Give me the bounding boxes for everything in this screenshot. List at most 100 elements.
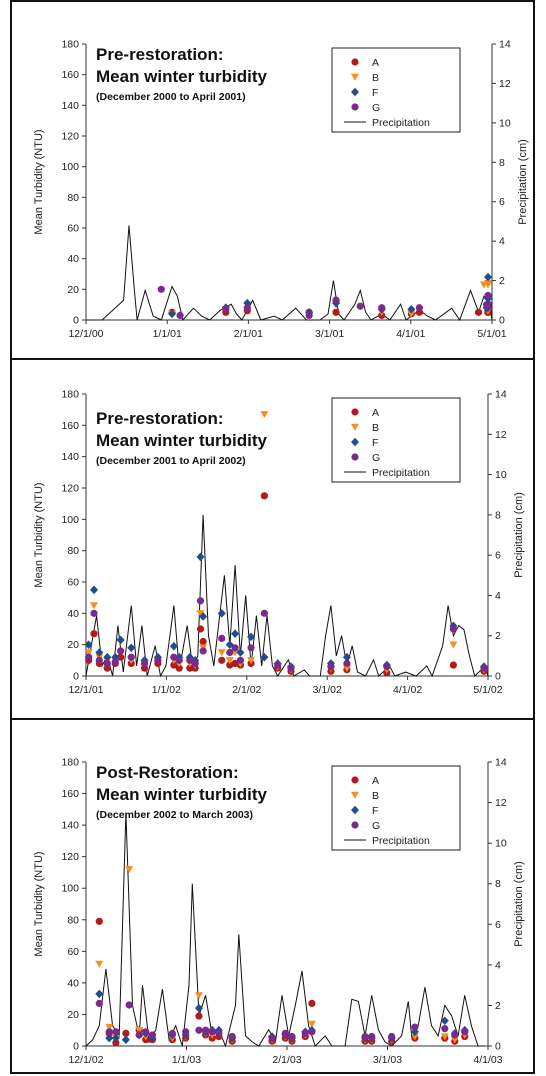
precipitation-line xyxy=(86,225,493,322)
y2-tick-label: 12 xyxy=(495,429,507,441)
point-G xyxy=(170,653,178,661)
point-F xyxy=(247,632,256,642)
legend-swatch-B xyxy=(351,423,359,431)
point-G xyxy=(90,609,98,617)
point-A xyxy=(260,492,268,500)
point-G xyxy=(135,1031,143,1039)
point-A xyxy=(449,661,457,669)
y-tick-label: 40 xyxy=(67,253,79,265)
chart-date-range: (December 2001 to April 2002) xyxy=(96,455,246,467)
legend-swatch-B xyxy=(351,73,359,81)
series-A xyxy=(85,492,488,677)
legend-label: B xyxy=(372,72,379,84)
point-F xyxy=(127,643,136,653)
y-tick-label: 100 xyxy=(61,161,79,173)
point-B xyxy=(307,1020,316,1028)
y-tick-label: 80 xyxy=(67,545,79,557)
y-tick-label: 180 xyxy=(61,39,79,51)
point-B xyxy=(407,310,416,318)
point-B xyxy=(196,610,205,618)
x-tick-label: 4/1/03 xyxy=(473,1054,502,1066)
point-A xyxy=(474,308,483,316)
x-tick-label: 5/1/01 xyxy=(477,328,506,340)
y2-tick-label: 0 xyxy=(495,1041,501,1053)
chart-panel-2000-2001: 0 20 40 60 80 100 120 140 160 180 0 2 4 6 8 10 12 14 12/1/… xyxy=(10,0,535,362)
chart-panel-2001-2002: 0 20 40 60 80 100 120 140 160 180 0 2 4 6 8 10 12 14 12/1/… xyxy=(10,358,535,722)
y-tick-label: 100 xyxy=(61,883,79,895)
point-A xyxy=(186,664,194,672)
point-B xyxy=(105,1023,114,1031)
point-B xyxy=(95,960,104,968)
point-G xyxy=(105,1028,113,1036)
legend-label: B xyxy=(372,422,379,434)
y-tick-label: 120 xyxy=(61,483,79,495)
point-G xyxy=(148,1031,157,1039)
point-G xyxy=(199,647,207,655)
point-G xyxy=(361,1032,369,1041)
point-F xyxy=(196,552,205,562)
point-A xyxy=(95,917,103,925)
point-G xyxy=(154,656,162,664)
point-G xyxy=(168,1029,176,1037)
point-F xyxy=(168,309,177,319)
axes: 0 20 40 60 80 100 120 140 160 180 0 2 4 6 8 10 12 14 12/1/… xyxy=(61,39,510,341)
x-tick-label: 12/1/01 xyxy=(68,684,103,696)
y2-tick-label: 4 xyxy=(495,959,501,971)
y2-tick-label: 12 xyxy=(499,78,511,90)
legend-label: G xyxy=(372,820,380,832)
point-G xyxy=(95,656,103,664)
x-tick-label: 2/1/03 xyxy=(272,1054,301,1066)
point-F xyxy=(194,1003,203,1013)
figure-stack: 0 20 40 60 80 100 120 140 160 180 0 2 4 6 8 10 12 14 12/1/… xyxy=(10,0,535,1074)
point-G xyxy=(215,1029,223,1037)
point-G xyxy=(112,1028,120,1036)
point-G xyxy=(343,659,351,668)
x-tick-label: 3/1/03 xyxy=(373,1054,402,1066)
y2-tick-label: 2 xyxy=(499,275,505,287)
point-G xyxy=(260,609,268,617)
point-G xyxy=(103,659,111,668)
point-B xyxy=(484,281,492,289)
point-G xyxy=(182,1028,190,1036)
y2-tick-label: 6 xyxy=(495,550,501,562)
y2-tick-label: 10 xyxy=(499,117,511,129)
legend-label: A xyxy=(372,775,379,787)
x-tick-label: 1/1/02 xyxy=(152,684,181,696)
legend-label: F xyxy=(372,437,378,449)
y2-axis-label: Precipitation (cm) xyxy=(513,492,525,578)
series-F xyxy=(168,272,492,319)
point-F xyxy=(116,635,125,645)
point-A xyxy=(218,656,226,664)
point-F xyxy=(225,640,234,649)
y-tick-label: 180 xyxy=(61,389,79,401)
point-B xyxy=(125,866,134,874)
point-A xyxy=(122,1029,130,1037)
y-tick-label: 20 xyxy=(67,639,79,651)
x-tick-label: 3/1/02 xyxy=(313,684,342,696)
point-B xyxy=(410,1033,419,1041)
y-tick-label: 120 xyxy=(61,851,79,863)
point-G xyxy=(411,1023,419,1031)
point-G xyxy=(125,1001,133,1009)
y-tick-label: 60 xyxy=(67,223,79,235)
point-A xyxy=(199,637,207,646)
legend-swatch-A xyxy=(351,776,359,784)
point-G xyxy=(142,1028,150,1036)
chart-subtitle: Mean winter turbidity xyxy=(96,431,268,450)
point-G xyxy=(484,301,492,309)
legend-swatch-A xyxy=(351,58,359,66)
series-G xyxy=(157,285,492,319)
point-B xyxy=(449,641,458,649)
point-G xyxy=(327,663,335,671)
chart-svg: 0 20 40 60 80 100 120 140 160 180 0 2 4 6 8 10 12 14 12/1/… xyxy=(33,39,529,341)
legend-label: G xyxy=(372,452,380,464)
point-G xyxy=(449,625,457,633)
point-A xyxy=(90,630,98,638)
point-F xyxy=(89,585,98,595)
y2-tick-label: 8 xyxy=(495,878,501,890)
point-G xyxy=(196,597,205,605)
chart-date-range: (December 2002 to March 2003) xyxy=(96,809,253,821)
point-F xyxy=(217,609,226,618)
